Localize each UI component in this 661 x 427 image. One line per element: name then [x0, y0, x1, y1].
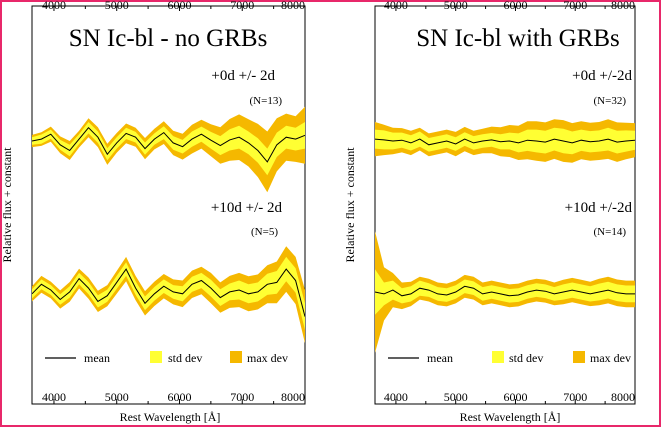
- mean-line: [374, 285, 635, 297]
- legend-max-swatch: [573, 351, 585, 363]
- chart-title: SN Ic-bl with GRBs: [416, 25, 619, 52]
- y-axis-label: Relative flux + constant: [0, 147, 14, 263]
- x-tick-label-top: 4000: [42, 0, 66, 12]
- x-tick-label: 5000: [105, 390, 129, 404]
- plot-frame: [374, 5, 636, 405]
- legend-mean-label: mean: [84, 351, 110, 365]
- x-tick-label: 6000: [167, 390, 191, 404]
- legend: mean std dev max dev: [388, 351, 631, 365]
- x-tick-label: 4000: [384, 390, 408, 404]
- group-n-label-0: (N=32): [594, 95, 627, 107]
- panel-with-grbs: 4000 4000 5000 5000 6000 6000 7000 7000 8000 8000…: [343, 0, 636, 424]
- x-tick-label-top: 5000: [444, 0, 468, 12]
- mean-line: [31, 126, 306, 163]
- x-tick-label-top: 8000: [611, 0, 635, 12]
- legend-std-label: std dev: [509, 351, 543, 365]
- legend-max-label: max dev: [590, 351, 631, 365]
- x-tick-label: 7000: [230, 390, 254, 404]
- legend-mean-label: mean: [427, 351, 453, 365]
- mean-line: [374, 138, 636, 146]
- legend-std-label: std dev: [168, 351, 202, 365]
- legend-std-swatch: [150, 351, 162, 363]
- legend-std-swatch: [492, 351, 504, 363]
- y-axis-label: Relative flux + constant: [343, 147, 357, 263]
- x-tick-label: 8000: [611, 390, 635, 404]
- x-tick-label: 8000: [281, 390, 305, 404]
- group-label-0: +0d +/- 2d: [211, 68, 275, 84]
- spectra-bands: [374, 119, 636, 353]
- legend-max-swatch: [230, 351, 242, 363]
- std-dev-band: [375, 269, 635, 315]
- x-ticks: 4000 4000 5000 5000 6000 6000 7000 7000 8000 8000: [384, 0, 636, 404]
- group-n-label-1: (N=14): [594, 226, 627, 238]
- x-tick-label-top: 6000: [503, 0, 527, 12]
- x-axis-label: Rest Wavelength [Å]: [120, 410, 221, 424]
- x-ticks: 4000 4000 5000 5000 6000 6000 7000 7000 8000 8000: [42, 0, 306, 404]
- panel-no-grbs: 4000 4000 5000 5000 6000 6000 7000 7000 8000 8000…: [0, 0, 306, 424]
- std-dev-band: [32, 256, 305, 330]
- legend-max-label: max dev: [247, 351, 288, 365]
- x-tick-label-top: 7000: [230, 0, 254, 12]
- chart-title: SN Ic-bl - no GRBs: [69, 25, 268, 52]
- mean-line: [31, 268, 306, 317]
- group-n-label-0: (N=13): [250, 95, 283, 107]
- x-tick-label-top: 7000: [563, 0, 587, 12]
- x-tick-label-top: 6000: [167, 0, 191, 12]
- group-n-label-1: (N=5): [251, 226, 278, 238]
- legend: mean std dev max dev: [45, 351, 288, 365]
- x-tick-label-top: 5000: [105, 0, 129, 12]
- x-tick-label: 7000: [563, 390, 587, 404]
- group-label-1: +10d +/- 2d: [211, 200, 283, 216]
- spectra-bands: [31, 106, 306, 344]
- x-tick-label-top: 8000: [281, 0, 305, 12]
- x-tick-label: 6000: [503, 390, 527, 404]
- x-axis-label: Rest Wavelength [Å]: [460, 410, 561, 424]
- x-tick-label: 5000: [444, 390, 468, 404]
- plot-frame: [31, 5, 306, 405]
- x-tick-label-top: 4000: [384, 0, 408, 12]
- group-label-1: +10d +/-2d: [565, 200, 633, 216]
- std-dev-band: [32, 122, 305, 176]
- group-label-0: +0d +/-2d: [572, 68, 632, 84]
- x-tick-label: 4000: [42, 390, 66, 404]
